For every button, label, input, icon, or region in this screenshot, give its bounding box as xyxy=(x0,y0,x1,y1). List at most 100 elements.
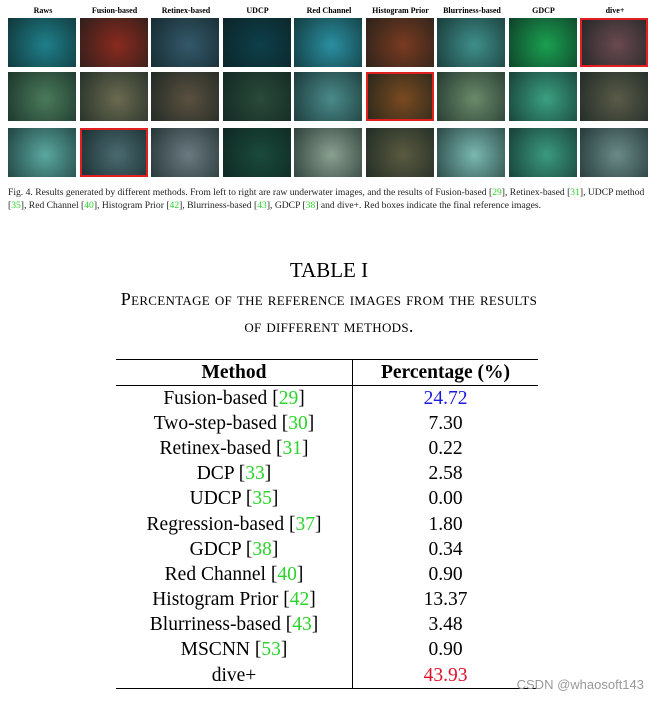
table-row: MSCNN [53] 0.90 xyxy=(116,637,538,664)
table-subtitle: Percentage of the reference images from … xyxy=(120,289,538,336)
method-name: Histogram Prior xyxy=(152,589,279,611)
percentage-cell: 0.90 xyxy=(428,563,463,585)
method-name: Retinex-based xyxy=(159,437,272,459)
image xyxy=(294,18,362,67)
column-label: Raws xyxy=(33,6,53,15)
image xyxy=(222,72,291,121)
column-label: GDCP xyxy=(532,6,555,15)
citation: [29] xyxy=(272,387,305,409)
table-row: GDCP [38] 0.34 xyxy=(116,537,538,563)
citation: [31] xyxy=(275,437,309,459)
column-label: Blurriness-based xyxy=(443,6,501,15)
image xyxy=(580,128,648,177)
citation: [38] xyxy=(302,200,319,211)
citation: [43] xyxy=(254,200,271,211)
image xyxy=(365,128,434,177)
column-label: dive+ xyxy=(605,6,625,15)
column-label: UDCP xyxy=(246,6,269,15)
image xyxy=(437,72,505,121)
method-cell: UDCP [35] xyxy=(116,486,353,512)
image xyxy=(8,18,76,67)
citation: [35] xyxy=(8,200,24,211)
method-cell: Two-step-based [30] xyxy=(116,411,353,437)
method-cell: GDCP [38] xyxy=(116,537,353,563)
table-row: DCP [33] 2.58 xyxy=(116,461,538,487)
method-cell: Red Channel [40] xyxy=(116,562,353,588)
citation: [31] xyxy=(567,187,584,198)
image xyxy=(222,128,291,177)
method-cell: Fusion-based [29] xyxy=(116,385,353,412)
header-row: Method Percentage (%) xyxy=(116,359,538,386)
method-name: GDCP xyxy=(189,538,241,560)
method-cell: Regression-based [37] xyxy=(116,511,353,538)
percentage-cell: 3.48 xyxy=(428,614,463,636)
watermark: CSDN @whaosoft143 xyxy=(516,677,644,692)
citation: [29] xyxy=(489,187,505,198)
percentage-cell: 0.22 xyxy=(428,437,463,459)
column-label: Red Channel xyxy=(306,6,352,15)
percentage-cell: 13.37 xyxy=(423,589,468,611)
table-row: dive+ 43.93 xyxy=(116,663,538,689)
table-row: Fusion-based [29] 24.72 xyxy=(116,385,538,412)
column-label: Retinex-based xyxy=(161,6,211,15)
method-name: Red Channel xyxy=(164,563,266,585)
citation: [53] xyxy=(254,639,288,661)
table-row: Histogram Prior [42] 13.37 xyxy=(116,587,538,613)
method-name: Blurriness-based xyxy=(149,614,281,636)
image xyxy=(79,128,148,177)
image xyxy=(8,72,76,121)
method-name: DCP xyxy=(196,463,234,485)
method-name: MSCNN xyxy=(180,639,250,661)
table-row: UDCP [35] 0.00 xyxy=(116,486,538,512)
percentage-cell: 0.00 xyxy=(428,488,463,510)
table-row: Regression-based [37] 1.80 xyxy=(116,511,538,538)
table-row: Blurriness-based [43] 3.48 xyxy=(116,612,538,638)
figure-caption: Fig. 4. Results generated by different m… xyxy=(8,186,648,212)
caption-text: and dive+. Red boxes indicate the final … xyxy=(318,200,541,211)
method-name: UDCP xyxy=(189,488,241,510)
percentage-cell: 0.90 xyxy=(428,639,463,661)
method-cell: dive+ xyxy=(116,663,353,689)
method-cell: DCP [33] xyxy=(116,461,353,487)
citation: [42] xyxy=(166,200,183,211)
percentage-cell: 43.93 xyxy=(423,664,468,686)
method-name: dive+ xyxy=(211,664,257,686)
citation: [40] xyxy=(270,563,304,585)
image xyxy=(151,72,219,121)
table: Method Percentage (%) Fusion-based [29] 2… xyxy=(116,359,538,690)
percentage-cell: 2.58 xyxy=(428,463,463,485)
caption-text: , Retinex-based xyxy=(505,187,568,198)
citation: [30] xyxy=(281,412,315,434)
citation: [43] xyxy=(285,614,319,636)
image xyxy=(508,72,577,121)
citation: [33] xyxy=(238,463,272,485)
image xyxy=(222,18,291,67)
image xyxy=(151,18,219,67)
table-title: TABLE I xyxy=(289,258,369,282)
citation: [38] xyxy=(245,538,279,560)
percentage-cell: 0.34 xyxy=(428,538,463,560)
method-name: Two-step-based xyxy=(153,412,277,434)
table-row: Red Channel [40] 0.90 xyxy=(116,562,538,588)
image xyxy=(79,72,148,121)
image xyxy=(151,128,219,177)
table-row: Retinex-based [31] 0.22 xyxy=(116,436,538,462)
percentage-cell: 7.30 xyxy=(428,412,463,434)
citation: [35] xyxy=(245,488,279,510)
image xyxy=(294,128,362,177)
image xyxy=(365,72,434,121)
citation: [42] xyxy=(283,589,316,611)
image xyxy=(508,18,577,67)
method-cell: Histogram Prior [42] xyxy=(116,587,353,613)
image xyxy=(79,18,148,67)
image xyxy=(508,128,577,177)
image xyxy=(437,18,505,67)
image xyxy=(580,72,648,121)
method-cell: Retinex-based [31] xyxy=(116,436,353,462)
table-row: Two-step-based [30] 7.30 xyxy=(116,411,538,437)
image xyxy=(294,72,362,121)
header-cell: Percentage (%) xyxy=(352,359,538,386)
citation: [40] xyxy=(81,200,98,211)
caption-text: , Red Channel xyxy=(24,200,82,211)
